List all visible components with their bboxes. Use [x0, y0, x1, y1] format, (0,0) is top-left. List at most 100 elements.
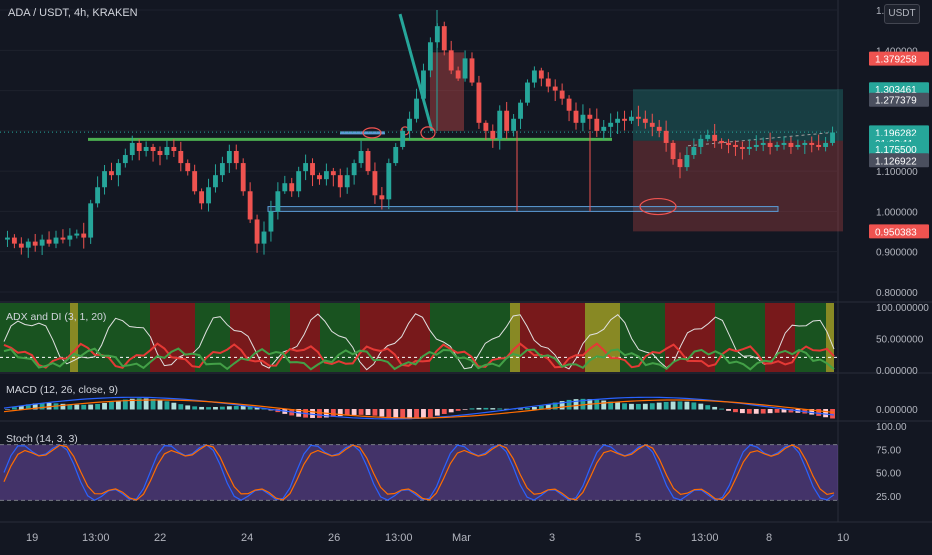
- candle-body: [323, 171, 329, 180]
- candle-body: [178, 151, 184, 164]
- stoch-tick-label: 25.00: [876, 492, 901, 503]
- candle-body: [518, 102, 523, 119]
- candle-body: [559, 90, 565, 99]
- candle-body: [358, 151, 364, 164]
- macd-signal-line: [3, 399, 835, 419]
- price-tick-label: 1.100000: [876, 167, 918, 178]
- time-axis-label: 3: [549, 532, 555, 544]
- macd-histogram-bar: [192, 406, 198, 410]
- candle-body: [511, 118, 517, 131]
- macd-histogram-bar: [490, 408, 496, 410]
- price-tick-label: 0.800000: [876, 288, 918, 299]
- macd-histogram-bar: [469, 408, 475, 410]
- candle-body: [642, 118, 648, 123]
- candle-body: [53, 237, 59, 244]
- candle-body: [531, 70, 537, 83]
- adx-regime-band: [195, 303, 230, 372]
- currency-button[interactable]: USDT: [884, 4, 920, 24]
- candle-body: [497, 110, 503, 139]
- candle-body: [407, 118, 413, 131]
- candle-body: [469, 58, 475, 83]
- candle-body: [677, 159, 683, 168]
- macd-histogram-bar: [691, 402, 697, 410]
- macd-histogram-bar: [448, 409, 454, 413]
- macd-histogram-bar: [122, 399, 128, 410]
- candle-body: [788, 142, 794, 147]
- price-tag: [869, 51, 929, 66]
- macd-histogram-bar: [677, 401, 683, 410]
- candle-body: [635, 116, 641, 119]
- candle-body: [74, 233, 80, 236]
- candle-body: [365, 151, 371, 172]
- time-axis-label: 24: [241, 532, 253, 544]
- adx-regime-band: [430, 303, 510, 372]
- price-tick-label: 1.000000: [876, 207, 918, 218]
- stoch-title: Stoch (14, 3, 3): [6, 433, 78, 445]
- adx-tick-label: 100.000000: [876, 303, 929, 314]
- candle-body: [67, 235, 73, 240]
- macd-histogram-bar: [830, 409, 835, 419]
- macd-histogram-bar: [823, 409, 829, 418]
- macd-histogram-bar: [254, 407, 260, 410]
- candle-body: [25, 241, 31, 248]
- candle-body: [830, 132, 835, 143]
- adx-tick-label: 0.000000: [876, 366, 918, 377]
- macd-histogram-bar: [60, 403, 66, 410]
- candle-body: [663, 130, 669, 143]
- macd-histogram-bar: [81, 404, 87, 410]
- macd-histogram-bar: [594, 399, 600, 410]
- macd-histogram-bar: [622, 403, 627, 410]
- candle-body: [109, 171, 114, 176]
- macd-histogram-bar: [809, 409, 815, 415]
- macd-histogram-bar: [32, 403, 38, 410]
- candle-body: [233, 151, 239, 164]
- macd-histogram-bar: [157, 399, 163, 410]
- macd-histogram-bar: [434, 409, 440, 416]
- candle-body: [115, 163, 121, 176]
- macd-histogram-bar: [330, 409, 336, 417]
- macd-histogram-bar: [538, 405, 544, 410]
- trend-line: [398, 13, 434, 132]
- support-zone: [267, 206, 779, 212]
- macd-histogram-bar: [642, 403, 648, 410]
- candle-body: [192, 171, 198, 192]
- macd-histogram-bar: [240, 406, 246, 410]
- candle-body: [317, 175, 322, 180]
- macd-histogram-bar: [760, 409, 766, 414]
- price-tag-label: 0.950383: [875, 227, 917, 238]
- stoch-d-line: [3, 444, 835, 501]
- chart-title: ADA / USDT, 4h, KRAKEN: [8, 7, 138, 19]
- candle-body: [719, 140, 725, 143]
- adx-regime-band: [826, 303, 834, 372]
- candle-body: [795, 144, 801, 147]
- macd-histogram-bar: [684, 401, 690, 410]
- macd-histogram-bar: [206, 407, 211, 410]
- macd-histogram-bar: [393, 409, 399, 419]
- candle-body: [275, 191, 281, 212]
- macd-histogram-bar: [733, 409, 738, 413]
- candle-body: [88, 203, 94, 238]
- macd-histogram-bar: [136, 398, 142, 410]
- candle-body: [282, 183, 288, 192]
- time-axis-label: 26: [328, 532, 340, 544]
- candle-body: [11, 237, 17, 244]
- candle-body: [386, 163, 392, 200]
- macd-histogram-bar: [129, 398, 135, 410]
- macd-histogram-bar: [698, 403, 704, 410]
- candle-body: [421, 70, 426, 99]
- macd-histogram-bar: [18, 405, 24, 410]
- price-tag-label: 1.126922: [875, 156, 917, 167]
- candle-body: [379, 195, 385, 200]
- candle-body: [199, 191, 205, 204]
- candle-body: [733, 144, 738, 147]
- candle-body: [18, 243, 24, 248]
- candle-body: [767, 142, 773, 147]
- candle-body: [552, 86, 558, 91]
- macd-histogram-bar: [337, 409, 343, 417]
- macd-histogram-bar: [25, 404, 31, 410]
- candle-body: [427, 42, 433, 71]
- adx-regime-band: [715, 303, 765, 372]
- candle-body: [601, 126, 607, 131]
